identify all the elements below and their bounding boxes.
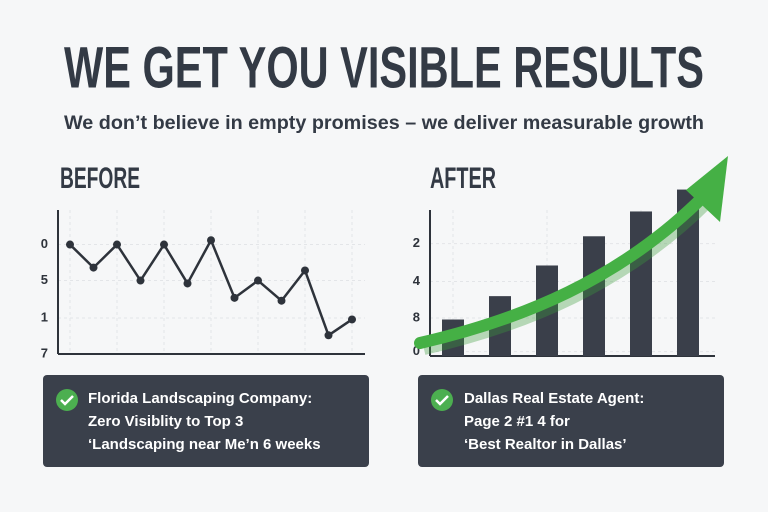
card xyxy=(418,375,724,467)
card-text: ‘Best Realtor in Dallas’ xyxy=(464,436,627,453)
card-text: Page 2 #1 4 for xyxy=(464,413,570,430)
card-text: ‘Landscaping near Me’n 6 weeks xyxy=(88,436,321,453)
bar xyxy=(583,236,605,356)
check-mark xyxy=(60,395,74,406)
point xyxy=(66,240,74,249)
panel-title: AFTER xyxy=(430,162,496,195)
point xyxy=(324,331,333,340)
check-mark xyxy=(435,395,449,406)
y-tick-label: 4 xyxy=(413,273,421,288)
arrow-head xyxy=(686,156,728,222)
y-tick-label: 8 xyxy=(413,309,420,324)
check-icon xyxy=(56,389,78,411)
bar xyxy=(630,211,652,356)
title: WE GET YOU VISIBLE RESULTS xyxy=(64,35,704,100)
bar xyxy=(536,265,558,356)
growth-arrow xyxy=(414,189,711,349)
y-tick-label: 0 xyxy=(413,343,420,358)
point xyxy=(160,240,168,249)
y-tick-label: 1 xyxy=(41,309,48,324)
point xyxy=(113,240,121,249)
subtitle: We don’t believe in empty promises – we … xyxy=(64,113,704,134)
y-tick-label: 0 xyxy=(41,236,48,251)
point xyxy=(183,279,192,288)
arrow-shadow xyxy=(422,196,714,355)
check-icon xyxy=(431,389,453,411)
y-tick-label: 7 xyxy=(41,345,48,360)
point xyxy=(207,236,215,245)
point xyxy=(277,296,286,305)
point xyxy=(348,315,356,324)
point xyxy=(301,266,309,275)
card-text: Florida Landscaping Company: xyxy=(88,390,312,407)
point xyxy=(136,276,145,285)
card-text: Dallas Real Estate Agent: xyxy=(464,390,644,407)
point xyxy=(230,293,239,302)
point xyxy=(254,276,262,285)
y-tick-label: 5 xyxy=(41,272,48,287)
panel-title: BEFORE xyxy=(60,162,140,195)
bar xyxy=(677,189,699,356)
point xyxy=(89,263,98,272)
card-text: Zero Visiblity to Top 3 xyxy=(88,413,243,430)
card-texts: Florida Landscaping Company: Zero Visibli… xyxy=(88,390,644,453)
card xyxy=(43,375,369,467)
y-tick-label: 2 xyxy=(413,235,420,250)
